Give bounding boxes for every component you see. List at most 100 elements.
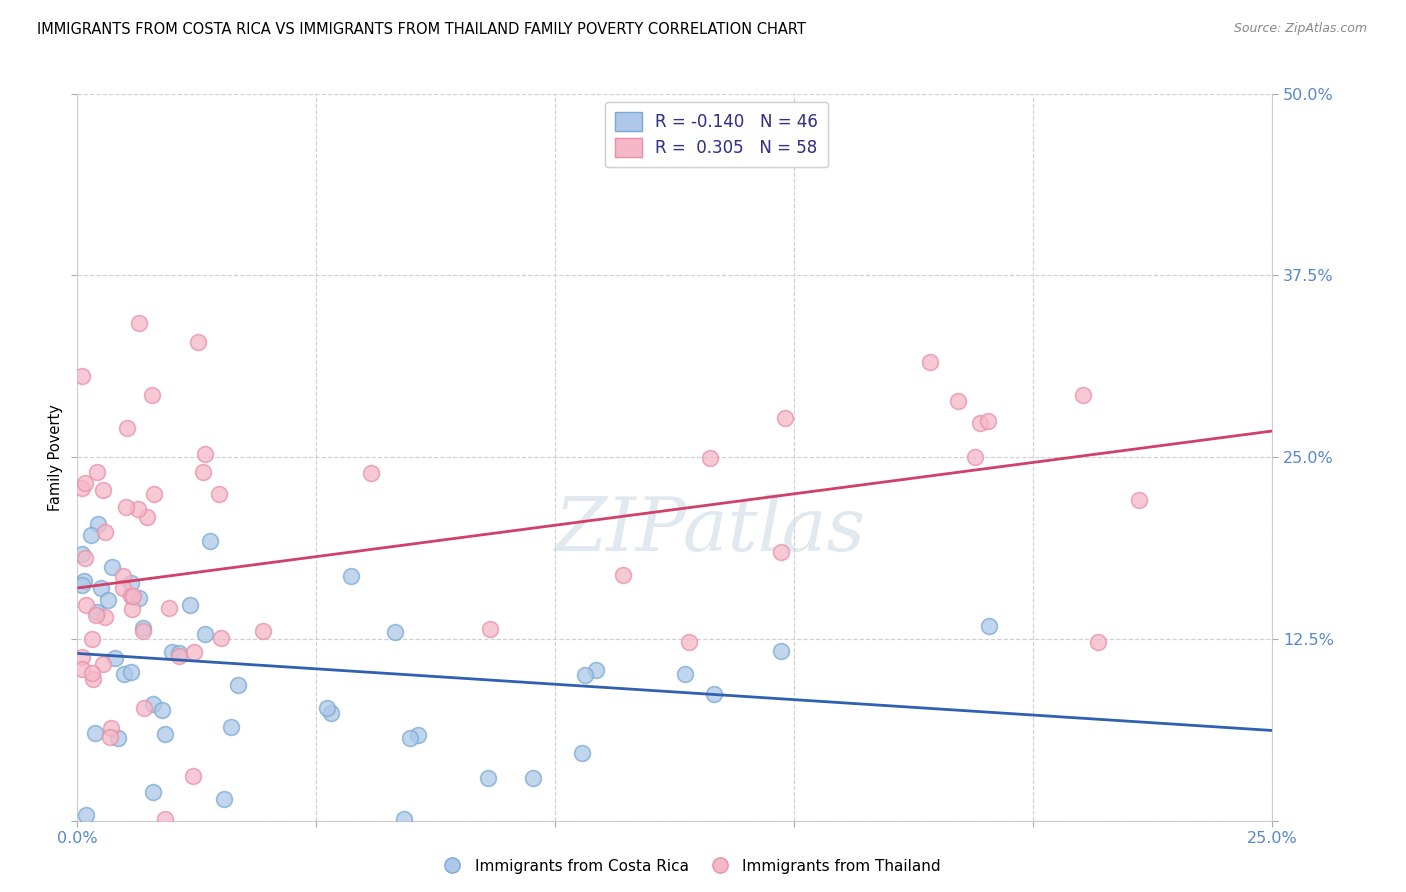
Point bbox=[97, 593, 120, 607]
Point bbox=[398, 731, 420, 745]
Point bbox=[157, 601, 180, 615]
Point bbox=[946, 394, 969, 409]
Point bbox=[111, 569, 134, 583]
Point bbox=[135, 510, 157, 524]
Legend: R = -0.140   N = 46, R =  0.305   N = 58: R = -0.140 N = 46, R = 0.305 N = 58 bbox=[605, 102, 828, 167]
Point bbox=[70, 369, 93, 384]
Point bbox=[214, 792, 236, 806]
Point bbox=[181, 769, 204, 783]
Point bbox=[107, 731, 129, 745]
Point bbox=[384, 625, 406, 640]
Point bbox=[75, 599, 97, 613]
Point bbox=[121, 589, 143, 603]
Point bbox=[160, 645, 183, 659]
Point bbox=[98, 730, 121, 744]
Point bbox=[392, 812, 415, 826]
Point bbox=[75, 808, 97, 822]
Point bbox=[200, 534, 222, 549]
Point bbox=[86, 465, 108, 479]
Point bbox=[155, 812, 177, 826]
Point bbox=[90, 582, 112, 596]
Point bbox=[678, 635, 700, 649]
Point bbox=[316, 700, 339, 714]
Point bbox=[100, 721, 122, 735]
Point bbox=[187, 335, 209, 350]
Point bbox=[226, 678, 249, 692]
Text: Source: ZipAtlas.com: Source: ZipAtlas.com bbox=[1233, 22, 1367, 36]
Point bbox=[75, 550, 97, 565]
Point bbox=[114, 500, 136, 515]
Point bbox=[406, 728, 429, 742]
Point bbox=[183, 645, 205, 659]
Point bbox=[194, 447, 217, 461]
Y-axis label: Family Poverty: Family Poverty bbox=[48, 404, 63, 510]
Point bbox=[574, 668, 596, 682]
Point bbox=[70, 578, 93, 592]
Point bbox=[571, 746, 593, 760]
Point bbox=[191, 465, 214, 479]
Point bbox=[121, 602, 143, 616]
Point bbox=[70, 547, 93, 561]
Point bbox=[73, 476, 96, 491]
Point bbox=[127, 502, 149, 516]
Point bbox=[585, 663, 607, 677]
Point bbox=[104, 650, 127, 665]
Point bbox=[70, 662, 93, 676]
Point bbox=[321, 706, 343, 720]
Point bbox=[703, 687, 725, 701]
Point bbox=[70, 481, 93, 495]
Point bbox=[94, 525, 117, 540]
Point bbox=[128, 591, 150, 606]
Point bbox=[360, 467, 382, 481]
Point bbox=[209, 631, 232, 645]
Point bbox=[141, 387, 163, 401]
Point bbox=[169, 646, 191, 660]
Point bbox=[82, 665, 104, 680]
Point bbox=[673, 666, 696, 681]
Point bbox=[120, 665, 142, 679]
Point bbox=[612, 567, 634, 582]
Point bbox=[478, 622, 501, 636]
Point bbox=[132, 701, 155, 715]
Point bbox=[80, 528, 103, 542]
Point bbox=[920, 354, 942, 368]
Point bbox=[120, 589, 142, 603]
Point bbox=[773, 410, 796, 425]
Point bbox=[91, 657, 114, 671]
Point bbox=[194, 627, 217, 641]
Point bbox=[208, 486, 231, 500]
Point bbox=[155, 727, 177, 741]
Point bbox=[963, 450, 986, 465]
Point bbox=[252, 624, 274, 638]
Point bbox=[86, 516, 108, 531]
Point bbox=[969, 416, 991, 430]
Point bbox=[112, 667, 135, 681]
Point bbox=[977, 619, 1000, 633]
Text: ZIPatlas: ZIPatlas bbox=[555, 493, 866, 566]
Point bbox=[86, 605, 108, 619]
Point bbox=[80, 632, 103, 646]
Point bbox=[84, 726, 107, 740]
Point bbox=[340, 568, 363, 582]
Point bbox=[128, 316, 150, 330]
Point bbox=[522, 772, 544, 786]
Point bbox=[477, 771, 499, 785]
Point bbox=[132, 621, 155, 635]
Point bbox=[150, 702, 173, 716]
Point bbox=[699, 451, 721, 466]
Point bbox=[115, 420, 138, 434]
Point bbox=[73, 574, 96, 588]
Point bbox=[770, 644, 793, 658]
Point bbox=[142, 785, 165, 799]
Point bbox=[91, 483, 114, 497]
Point bbox=[769, 544, 792, 558]
Text: IMMIGRANTS FROM COSTA RICA VS IMMIGRANTS FROM THAILAND FAMILY POVERTY CORRELATIO: IMMIGRANTS FROM COSTA RICA VS IMMIGRANTS… bbox=[37, 22, 806, 37]
Point bbox=[1071, 388, 1094, 402]
Point bbox=[82, 673, 104, 687]
Point bbox=[94, 610, 117, 624]
Legend: Immigrants from Costa Rica, Immigrants from Thailand: Immigrants from Costa Rica, Immigrants f… bbox=[430, 853, 948, 880]
Point bbox=[120, 575, 142, 590]
Point bbox=[132, 624, 155, 639]
Point bbox=[142, 487, 165, 501]
Point bbox=[169, 648, 191, 663]
